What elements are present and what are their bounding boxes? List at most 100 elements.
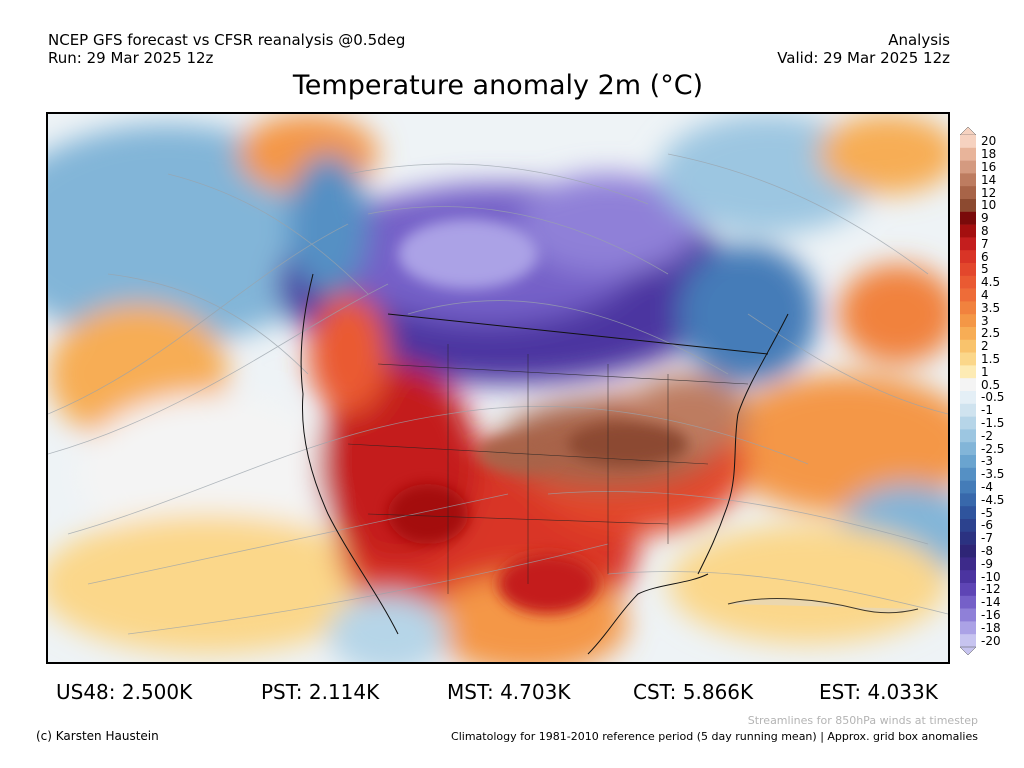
colorbar-label: 2 — [981, 339, 989, 354]
stat-mst: MST: 4.703K — [447, 680, 571, 704]
colorbar-swatch — [960, 211, 976, 225]
colorbar-swatch — [960, 493, 976, 507]
anomaly-field — [48, 114, 948, 662]
colorbar-label: -4.5 — [981, 492, 1005, 507]
colorbar-label: -2.5 — [981, 441, 1005, 456]
colorbar-swatch — [960, 275, 976, 289]
colorbar-swatch — [960, 544, 976, 558]
coastlines — [300, 273, 789, 655]
colorbar-label: 20 — [981, 134, 997, 149]
colorbar-swatch — [960, 339, 976, 353]
colorbar-label: 3 — [981, 313, 989, 328]
colorbar-label: 8 — [981, 224, 989, 238]
colorbar-swatch — [960, 173, 976, 187]
colorbar-bottom-arrow — [960, 646, 976, 655]
colorbar-label: 6 — [981, 249, 989, 264]
colorbar-swatch — [960, 634, 976, 648]
colorbar-swatch — [960, 237, 976, 251]
colorbar-label: -10 — [981, 569, 1001, 584]
streamlines — [48, 153, 948, 635]
stat-est: EST: 4.033K — [819, 680, 938, 704]
colorbar-label: -3 — [981, 454, 993, 469]
colorbar-label: -8 — [981, 544, 993, 558]
colorbar-swatch — [960, 595, 976, 609]
stat-pst: PST: 2.114K — [261, 680, 380, 704]
colorbar-label: -1.5 — [981, 416, 1005, 430]
colorbar-swatch — [960, 160, 976, 174]
colorbar-swatch — [960, 608, 976, 622]
colorbar-swatch — [960, 416, 976, 430]
colorbar-label: -6 — [981, 518, 993, 533]
header-left: NCEP GFS forecast vs CFSR reanalysis @0.… — [48, 31, 405, 67]
colorbar-label: 4.5 — [981, 275, 1001, 290]
colorbar — [960, 127, 976, 655]
colorbar-label: 5 — [981, 262, 989, 277]
colorbar-top-arrow — [960, 127, 976, 136]
colorbar-label: -18 — [981, 620, 1001, 635]
colorbar-swatch — [960, 570, 976, 584]
colorbar-label: -7 — [981, 531, 993, 546]
colorbar-swatch — [960, 378, 976, 392]
colorbar-swatch — [960, 135, 976, 149]
stat-us48: US48: 2.500K — [56, 680, 193, 704]
analysis-label: Analysis — [888, 31, 950, 49]
anomaly-map — [46, 112, 950, 664]
colorbar-swatch — [960, 263, 976, 277]
colorbar-swatch — [960, 186, 976, 200]
colorbar-swatch — [960, 365, 976, 379]
colorbar-label: -0.5 — [981, 390, 1005, 405]
colorbar-swatch — [960, 506, 976, 520]
colorbar-label: 2.5 — [981, 326, 1001, 341]
map-canvas — [48, 114, 948, 662]
colorbar-swatch — [960, 621, 976, 635]
colorbar-label: 12 — [981, 185, 997, 200]
regional-stats: US48: 2.500K PST: 2.114K MST: 4.703K CST… — [0, 680, 1024, 706]
model-description: NCEP GFS forecast vs CFSR reanalysis @0.… — [48, 31, 406, 49]
colorbar-swatch — [960, 583, 976, 597]
colorbar-swatch — [960, 327, 976, 341]
colorbar-label: -12 — [981, 582, 1001, 597]
state-borders — [347, 344, 749, 594]
colorbar-label: -14 — [981, 595, 1001, 610]
colorbar-label: -1 — [981, 403, 993, 418]
colorbar-swatch — [960, 467, 976, 481]
map-title: Temperature anomaly 2m (°C) — [292, 70, 704, 101]
colorbar-label: 0.5 — [981, 377, 1001, 392]
colorbar-swatch — [960, 288, 976, 302]
colorbar-label: -5 — [981, 505, 993, 520]
stat-cst: CST: 5.866K — [633, 680, 754, 704]
colorbar-swatch — [960, 429, 976, 443]
colorbar-swatch — [960, 301, 976, 315]
colorbar-swatch — [960, 314, 976, 328]
colorbar-label: 10 — [981, 198, 997, 213]
colorbar-label: -4 — [981, 480, 993, 494]
colorbar-swatch — [960, 391, 976, 405]
streamlines-note: Streamlines for 850hPa winds at timestep — [747, 714, 978, 727]
colorbar-label: 1.5 — [981, 352, 1001, 366]
colorbar-label: 7 — [981, 236, 989, 251]
colorbar-label: 14 — [981, 172, 997, 187]
climatology-note: Climatology for 1981-2010 reference peri… — [451, 730, 978, 743]
colorbar-swatch — [960, 531, 976, 545]
caribbean-islands — [727, 598, 919, 614]
colorbar-label: 1 — [981, 364, 989, 379]
run-time: Run: 29 Mar 2025 12z — [48, 49, 214, 67]
colorbar-swatch — [960, 557, 976, 571]
colorbar-swatch — [960, 442, 976, 456]
colorbar-label: 3.5 — [981, 300, 1001, 315]
colorbar-label: -20 — [981, 633, 1001, 648]
header-right: Analysis Valid: 29 Mar 2025 12z — [777, 31, 950, 67]
colorbar-label: 18 — [981, 147, 997, 162]
colorbar-swatch — [960, 147, 976, 161]
colorbar-swatch — [960, 455, 976, 469]
colorbar-label: -9 — [981, 556, 993, 571]
colorbar-swatch — [960, 199, 976, 213]
colorbar-swatch — [960, 250, 976, 264]
colorbar-swatch — [960, 224, 976, 238]
colorbar-label: -16 — [981, 608, 1001, 622]
credit: (c) Karsten Haustein — [36, 729, 159, 743]
colorbar-label: -2 — [981, 428, 993, 443]
colorbar-label: -3.5 — [981, 467, 1005, 482]
colorbar-label: 9 — [981, 211, 989, 226]
colorbar-label: 4 — [981, 288, 989, 302]
